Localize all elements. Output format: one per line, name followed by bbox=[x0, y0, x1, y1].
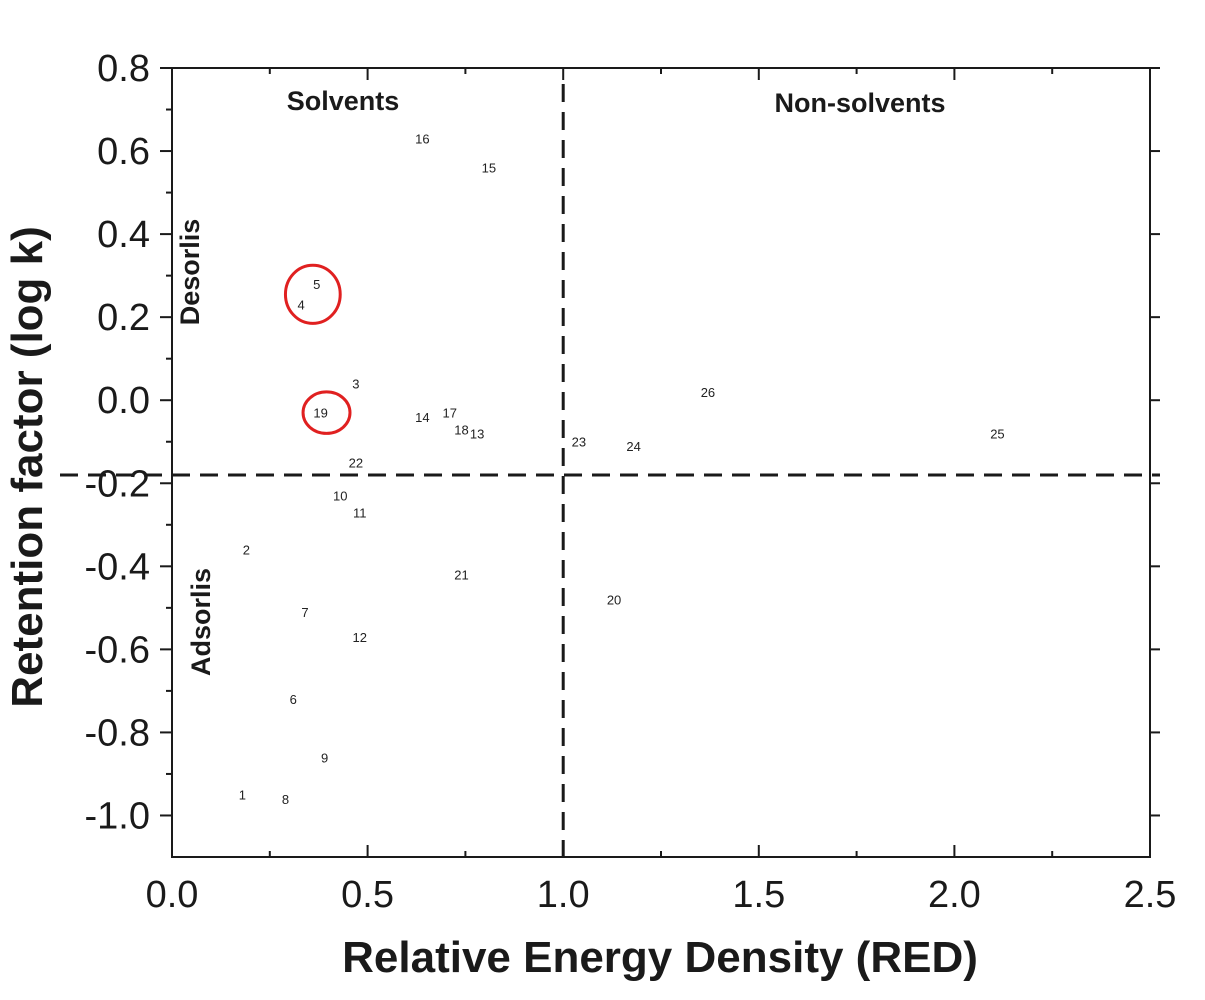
point-label-24: 24 bbox=[626, 439, 640, 454]
point-label-22: 22 bbox=[349, 456, 363, 471]
x-axis-title: Relative Energy Density (RED) bbox=[342, 933, 978, 982]
point-label-3: 3 bbox=[352, 377, 359, 392]
point-label-9: 9 bbox=[321, 750, 328, 765]
point-label-8: 8 bbox=[282, 792, 289, 807]
point-label-11: 11 bbox=[353, 505, 367, 520]
highlight-circles bbox=[283, 263, 352, 435]
x-tick-label: 0.5 bbox=[341, 874, 394, 916]
y-tick-label: 0.0 bbox=[97, 380, 150, 422]
y-tick-label: 0.4 bbox=[97, 214, 150, 256]
point-label-5: 5 bbox=[313, 277, 320, 292]
plot-frame bbox=[171, 67, 1151, 858]
y-tick-label: 0.8 bbox=[97, 48, 150, 90]
point-label-16: 16 bbox=[415, 132, 429, 147]
point-label-6: 6 bbox=[290, 692, 297, 707]
y-axis-title: Retention factor (log k) bbox=[3, 226, 52, 708]
reference-lines bbox=[60, 84, 1160, 857]
x-tick-label: 1.0 bbox=[537, 874, 590, 916]
y-tick-label: -0.2 bbox=[85, 463, 150, 505]
region-label-non-solvents: Non-solvents bbox=[774, 88, 945, 118]
region-label-adsorlis: Adsorlis bbox=[186, 568, 216, 676]
y-axis: 0.8 0.6 0.4 0.2 0.0 -0.2 -0.4 -0.6 -0.8 -1.0 bbox=[85, 48, 1160, 837]
x-tick-label: 1.5 bbox=[732, 874, 785, 916]
point-label-14: 14 bbox=[415, 410, 429, 425]
x-tick-label: 0.0 bbox=[146, 874, 199, 916]
point-label-2: 2 bbox=[243, 543, 250, 558]
point-label-7: 7 bbox=[301, 605, 308, 620]
region-label-solvents: Solvents bbox=[287, 86, 400, 116]
point-label-13: 13 bbox=[470, 426, 484, 441]
point-label-17: 17 bbox=[443, 406, 457, 421]
point-label-4: 4 bbox=[297, 298, 304, 313]
y-tick-label: -1.0 bbox=[85, 795, 150, 837]
y-tick-label: 0.2 bbox=[97, 297, 150, 339]
point-label-26: 26 bbox=[701, 385, 715, 400]
point-label-15: 15 bbox=[482, 161, 496, 176]
x-axis: 0.0 0.5 1.0 1.5 2.0 2.5 bbox=[146, 68, 1177, 916]
point-label-19: 19 bbox=[313, 406, 327, 421]
y-tick-label: -0.6 bbox=[85, 629, 150, 671]
y-tick-label: -0.8 bbox=[85, 712, 150, 754]
point-label-25: 25 bbox=[990, 426, 1004, 441]
x-tick-label: 2.5 bbox=[1124, 874, 1177, 916]
point-label-23: 23 bbox=[572, 435, 586, 450]
point-label-10: 10 bbox=[333, 489, 347, 504]
y-tick-label: 0.6 bbox=[97, 131, 150, 173]
point-label-20: 20 bbox=[607, 593, 621, 608]
point-label-1: 1 bbox=[239, 788, 246, 803]
highlight-circle bbox=[301, 390, 352, 435]
y-tick-label: -0.4 bbox=[85, 546, 150, 588]
highlight-circle bbox=[283, 263, 342, 325]
region-label-desorlis: Desorlis bbox=[175, 219, 205, 326]
point-label-21: 21 bbox=[454, 568, 468, 583]
point-label-12: 12 bbox=[353, 630, 367, 645]
x-tick-label: 2.0 bbox=[928, 874, 981, 916]
point-label-18: 18 bbox=[454, 422, 468, 437]
